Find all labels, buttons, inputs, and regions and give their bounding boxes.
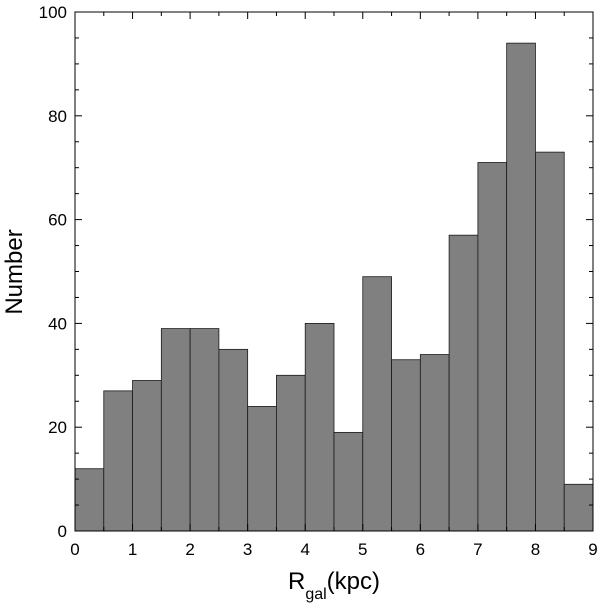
histogram-bar	[419, 354, 450, 532]
y-tick-label: 100	[39, 3, 67, 22]
y-tick-label: 40	[48, 314, 67, 333]
x-tick-label: 4	[300, 540, 309, 559]
x-tick-label: 3	[243, 540, 252, 559]
histogram-bar	[362, 276, 392, 532]
x-tick-label: 5	[358, 540, 367, 559]
histogram-bar	[563, 483, 594, 532]
tick-labels-group: 0 1 2 3 4 5 6 7 8 9 0 20 40 60 80 100	[39, 3, 598, 559]
x-axis-title-subscript: gal	[305, 586, 326, 603]
x-axis-title: Rgal(kpc)	[288, 568, 380, 603]
bars-group	[74, 42, 594, 532]
x-tick-label: 7	[473, 540, 482, 559]
x-tick-label: 8	[531, 540, 540, 559]
histogram-bar	[276, 374, 306, 532]
y-tick-label: 0	[58, 522, 67, 541]
y-tick-label: 80	[48, 107, 67, 126]
histogram-bar	[218, 348, 249, 532]
histogram-bar	[506, 42, 536, 532]
x-axis-title-unit: (kpc)	[327, 568, 380, 595]
plot-frame	[74, 11, 594, 532]
y-tick-label: 20	[48, 418, 67, 437]
histogram-bar	[535, 151, 565, 532]
histogram-bar	[247, 406, 277, 532]
histogram-bar	[132, 380, 162, 532]
histogram-bar	[304, 322, 335, 532]
histogram-bar	[448, 234, 479, 532]
histogram-bar	[477, 162, 508, 532]
y-axis-title: Number	[1, 229, 28, 314]
histogram-bar	[391, 359, 421, 532]
x-tick-label: 1	[128, 540, 137, 559]
histogram-bar	[189, 328, 220, 532]
x-tick-label: 0	[70, 540, 79, 559]
x-tick-label: 6	[416, 540, 425, 559]
histogram-bar	[103, 390, 133, 532]
histogram-bar	[333, 431, 364, 532]
x-tick-label: 2	[185, 540, 194, 559]
histogram-bar	[74, 468, 105, 532]
histogram-bar	[160, 328, 191, 532]
x-axis-title-main: R	[288, 568, 305, 595]
y-tick-label: 60	[48, 211, 67, 230]
x-tick-label: 9	[588, 540, 597, 559]
